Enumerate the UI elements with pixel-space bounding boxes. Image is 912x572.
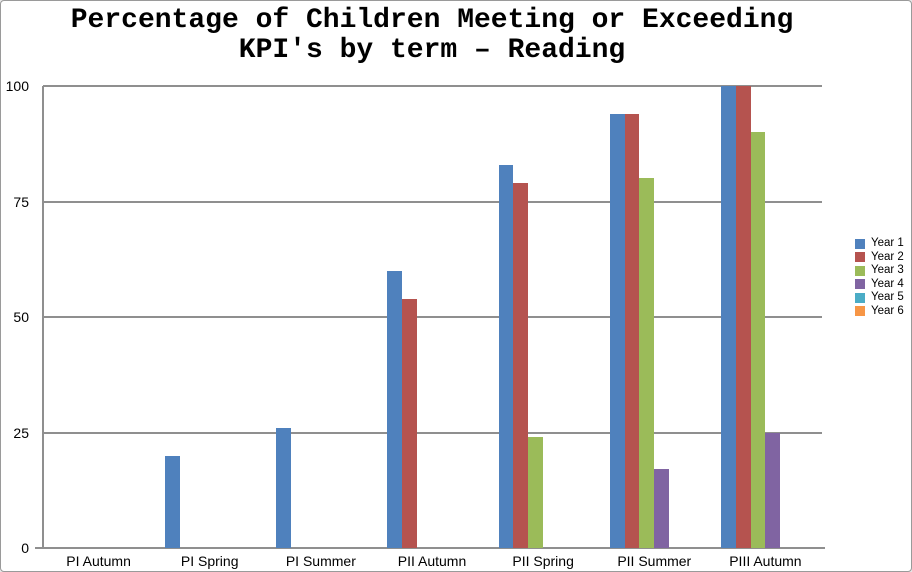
- bar-year4-piii-autumn: [765, 432, 781, 548]
- legend-item-year-2: Year 2: [855, 251, 904, 265]
- x-category-label-pi-spring: PI Spring: [180, 553, 239, 569]
- bar-year1-pii-summer: [609, 113, 625, 548]
- x-category-label-pii-spring: PII Spring: [512, 553, 574, 569]
- legend-swatch-year-6: [855, 306, 865, 317]
- chart-title-line2: KPI's by term – Reading: [238, 35, 626, 66]
- y-tick-label-50: 50: [13, 309, 29, 325]
- legend-swatch-year-4: [855, 279, 865, 290]
- plot-area: [43, 86, 821, 548]
- x-category-label-pii-autumn: PII Autumn: [397, 553, 467, 569]
- gridline-50: [43, 316, 822, 318]
- gridline-100: [43, 85, 822, 87]
- legend: Year 1 Year 2 Year 3 Year 4 Year 5 Year 6: [855, 237, 904, 318]
- bar-year3-piii-autumn: [750, 132, 766, 548]
- y-axis-line: [42, 86, 44, 549]
- x-category-label-piii-autumn: PIII Autumn: [729, 553, 802, 569]
- bar-year1-pii-autumn: [387, 270, 403, 548]
- bar-year1-pi-summer: [276, 427, 292, 548]
- legend-label: Year 5: [871, 291, 904, 304]
- legend-label: Year 4: [871, 277, 904, 290]
- bar-year1-pii-spring: [498, 164, 514, 548]
- legend-item-year-6: Year 6: [855, 305, 904, 319]
- bar-year2-pii-summer: [624, 113, 640, 548]
- bar-year4-pii-summer: [654, 469, 670, 548]
- bar-year2-pii-autumn: [402, 298, 418, 548]
- legend-swatch-year-3: [855, 265, 865, 276]
- x-category-label-pi-summer: PI Summer: [285, 553, 356, 569]
- y-tick-label-75: 75: [13, 193, 29, 210]
- x-category-label-pii-summer: PII Summer: [617, 553, 692, 569]
- bar-year3-pii-spring: [528, 437, 544, 548]
- legend-item-year-1: Year 1: [855, 237, 904, 251]
- chart-title-line1: Percentage of Children Meeting or Exceed…: [70, 5, 794, 36]
- gridline-25: [43, 431, 822, 434]
- x-category-label-pi-autumn: PI Autumn: [66, 553, 131, 569]
- legend-item-year-5: Year 5: [855, 291, 904, 305]
- legend-swatch-year-1: [855, 238, 865, 249]
- y-tick-label-25: 25: [13, 424, 29, 441]
- y-tick-label-100: 100: [5, 78, 29, 94]
- gridline-75: [43, 200, 822, 203]
- y-tick-label-0: 0: [21, 540, 29, 556]
- legend-swatch-year-2: [855, 252, 865, 263]
- bar-year1-piii-autumn: [720, 86, 736, 548]
- legend-label: Year 3: [871, 264, 904, 277]
- legend-label: Year 2: [871, 250, 904, 263]
- legend-swatch-year-5: [855, 292, 865, 303]
- bar-year2-piii-autumn: [735, 86, 751, 548]
- x-axis-line: [35, 547, 825, 549]
- chart-title: Percentage of Children Meeting or Exceed…: [1, 6, 863, 66]
- legend-item-year-4: Year 4: [855, 278, 904, 292]
- bar-year3-pii-summer: [639, 178, 655, 548]
- legend-label: Year 6: [871, 304, 904, 317]
- bar-year1-pi-spring: [165, 455, 180, 548]
- bar-year2-pii-spring: [513, 183, 529, 548]
- legend-label: Year 1: [871, 237, 904, 250]
- legend-item-year-3: Year 3: [855, 264, 904, 278]
